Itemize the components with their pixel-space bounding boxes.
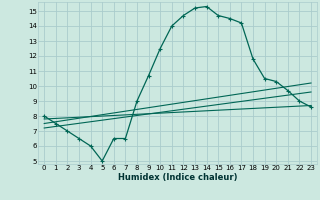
- X-axis label: Humidex (Indice chaleur): Humidex (Indice chaleur): [118, 173, 237, 182]
